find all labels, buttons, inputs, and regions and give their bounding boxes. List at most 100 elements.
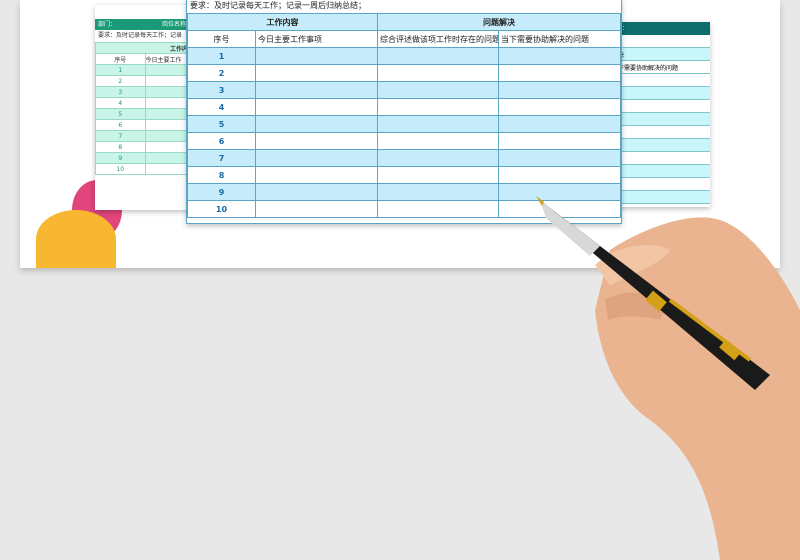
- row-number: 3: [95, 86, 146, 98]
- editable-cell[interactable]: [498, 115, 621, 133]
- cell: [618, 73, 710, 87]
- hand-with-pen-image: [536, 196, 800, 560]
- cell: [618, 164, 710, 178]
- table-row: 3: [187, 81, 621, 99]
- main-sheet: 要求：及时记录每天工作；记录一周后归纳总结； 工作内容 问题解决 序号 今日主要工…: [186, 0, 622, 224]
- row-number: 9: [95, 152, 146, 164]
- table-row: [618, 112, 710, 126]
- editable-cell[interactable]: [255, 98, 378, 116]
- table-row: [618, 125, 710, 139]
- table-row: 5: [187, 115, 621, 133]
- row-number: 9: [187, 183, 256, 201]
- editable-cell[interactable]: [255, 81, 378, 99]
- editable-cell[interactable]: [255, 132, 378, 150]
- row-number: 1: [95, 64, 146, 76]
- cell: [618, 138, 710, 152]
- row-number: 5: [187, 115, 256, 133]
- cell: [618, 99, 710, 113]
- editable-cell[interactable]: [377, 166, 499, 184]
- row-number: 7: [95, 130, 146, 142]
- editable-cell[interactable]: [498, 64, 621, 82]
- editable-cell[interactable]: [255, 47, 378, 65]
- editable-cell[interactable]: [255, 183, 378, 201]
- row-number: 2: [187, 64, 256, 82]
- editable-cell[interactable]: [377, 149, 499, 167]
- editable-cell[interactable]: [498, 166, 621, 184]
- cell: [618, 125, 710, 139]
- table-row: [618, 190, 710, 204]
- editable-cell[interactable]: [377, 132, 499, 150]
- table-row: [618, 138, 710, 152]
- table-row: 6: [187, 132, 621, 150]
- editable-cell[interactable]: [377, 200, 499, 218]
- table-row: 8: [187, 166, 621, 184]
- requirement-text: 要求：及时记录每天工作；记录: [98, 32, 183, 39]
- editable-cell[interactable]: [255, 200, 378, 218]
- row-number: 1: [187, 47, 256, 65]
- editable-cell[interactable]: [377, 183, 499, 201]
- cell: [618, 112, 710, 126]
- table-row: 8: [95, 141, 195, 153]
- col-header: 今日主要工作事项: [255, 30, 378, 48]
- table-row: 7: [187, 149, 621, 167]
- editable-cell[interactable]: [377, 81, 499, 99]
- group-header-work: 工作内容: [187, 13, 378, 31]
- editable-cell[interactable]: [255, 166, 378, 184]
- editable-cell[interactable]: [498, 132, 621, 150]
- requirement-text: 要求：及时记录每天工作；记录一周后归纳总结；: [190, 1, 366, 10]
- table-row: 5: [95, 108, 195, 120]
- table-row: 1: [95, 64, 195, 76]
- table-row: 10: [187, 200, 621, 218]
- col-header: 序号: [187, 30, 256, 48]
- header-cell: 决: [618, 47, 710, 61]
- table-row: 4: [187, 98, 621, 116]
- row-number: 5: [95, 108, 146, 120]
- cell: [618, 151, 710, 165]
- row-number: 8: [187, 166, 256, 184]
- position-label: 岗位名称：: [161, 21, 192, 28]
- row-number: 4: [95, 97, 146, 109]
- table-row: [618, 151, 710, 165]
- table-row: 1: [187, 47, 621, 65]
- editable-cell[interactable]: [498, 149, 621, 167]
- decor-orange-shape: [36, 210, 116, 268]
- editable-cell[interactable]: [255, 149, 378, 167]
- editable-cell[interactable]: [498, 81, 621, 99]
- cell: [618, 86, 710, 100]
- editable-cell[interactable]: [377, 98, 499, 116]
- editable-cell[interactable]: [377, 115, 499, 133]
- col-header: 序号: [95, 53, 146, 65]
- sheet-header: ：: [618, 22, 710, 35]
- row-number: 6: [95, 119, 146, 131]
- col-header: 下需要协助解决的问题: [618, 60, 710, 74]
- row-number: 4: [187, 98, 256, 116]
- table-row: 6: [95, 119, 195, 131]
- row-number: 10: [187, 200, 256, 218]
- group-header: 工作内容: [95, 42, 195, 54]
- table-row: 9: [95, 152, 195, 164]
- col-header: 综合评述做该项工作时存在的问题: [377, 30, 499, 48]
- dept-label: 部门：: [98, 21, 117, 28]
- row-number: 10: [95, 163, 146, 175]
- editable-cell[interactable]: [498, 47, 621, 65]
- row-number: 2: [95, 75, 146, 87]
- group-header-problem: 问题解决: [377, 13, 621, 31]
- table-row: 2: [95, 75, 195, 87]
- table-row: [618, 177, 710, 191]
- editable-cell[interactable]: [255, 64, 378, 82]
- col-header: 当下需要协助解决的问题: [498, 30, 621, 48]
- table-row: 10: [95, 163, 195, 175]
- table-row: [618, 86, 710, 100]
- editable-cell[interactable]: [498, 98, 621, 116]
- row-number: 3: [187, 81, 256, 99]
- table-row: 4: [95, 97, 195, 109]
- editable-cell[interactable]: [377, 64, 499, 82]
- editable-cell[interactable]: [255, 115, 378, 133]
- table-row: [618, 73, 710, 87]
- right-sheet-preview: ： 决 下需要协助解决的问题: [618, 22, 710, 207]
- table-row: 2: [187, 64, 621, 82]
- editable-cell[interactable]: [377, 47, 499, 65]
- cell: [618, 190, 710, 204]
- row-number: 8: [95, 141, 146, 153]
